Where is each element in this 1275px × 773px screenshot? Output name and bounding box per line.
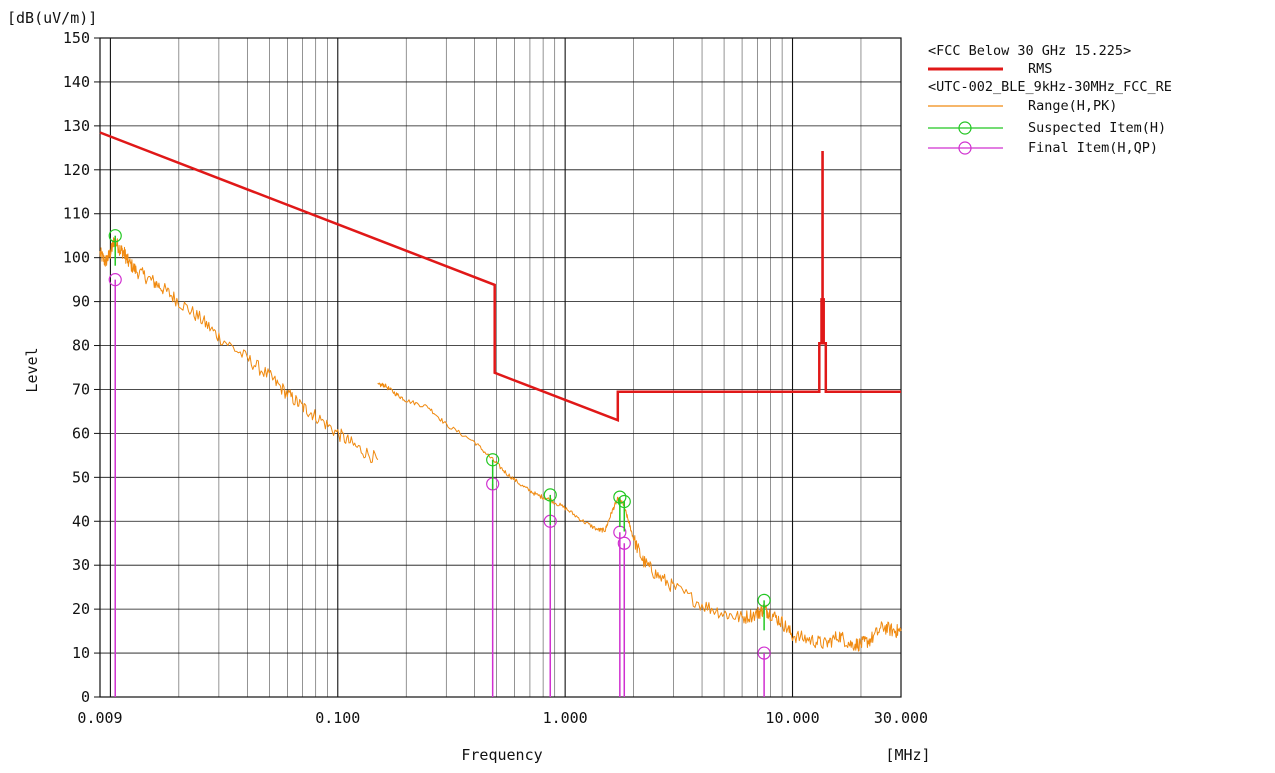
suspected-item-marker: [613, 490, 627, 504]
suspected-item-marker: [757, 593, 771, 607]
y-tick-label: 0: [81, 688, 90, 706]
x-tick-label: 10.000: [765, 709, 819, 727]
y-tick-label: 100: [63, 249, 90, 267]
legend-suspected-marker: [958, 121, 972, 135]
y-tick-label: 80: [72, 337, 90, 355]
y-tick-label: 30: [72, 556, 90, 574]
legend-range-label: Range(H,PK): [1028, 98, 1117, 114]
suspected-item-marker: [486, 453, 500, 467]
y-tick-label: 150: [63, 29, 90, 47]
y-tick-label: 20: [72, 600, 90, 618]
suspected-item-marker: [543, 488, 557, 502]
x-tick-label: 1.000: [543, 709, 588, 727]
y-tick-label: 90: [72, 293, 90, 311]
y-tick-label: 40: [72, 512, 90, 530]
x-axis-label: Frequency: [461, 746, 542, 764]
range-trace: [99, 237, 379, 464]
final-item-marker: [757, 646, 771, 660]
chart-legend: <FCC Below 30 GHz 15.225> RMS <UTC-002_B…: [928, 43, 1172, 156]
y-tick-label: 130: [63, 117, 90, 135]
legend-group1-title: <FCC Below 30 GHz 15.225>: [928, 43, 1131, 59]
x-tick-label: 0.009: [77, 709, 122, 727]
final-item-marker: [617, 536, 631, 550]
y-tick-label: 60: [72, 424, 90, 442]
legend-group2-title: <UTC-002_BLE_9kHz-30MHz_FCC_RE: [928, 79, 1172, 95]
y-tick-label: 10: [72, 644, 90, 662]
axis-ticks: 0 10 20 30 40 50 60 70 80 90 100 110 120 130 140 150 0.0…: [63, 29, 928, 727]
legend-final-label: Final Item(H,QP): [1028, 140, 1158, 156]
y-unit-label: [dB(uV/m)]: [7, 9, 97, 27]
y-tick-label: 120: [63, 161, 90, 179]
y-tick-label: 50: [72, 468, 90, 486]
y-tick-label: 70: [72, 380, 90, 398]
suspected-item-marker: [108, 229, 122, 243]
x-tick-label: 0.100: [315, 709, 360, 727]
x-tick-label: 30.000: [874, 709, 928, 727]
plot-frame: [99, 37, 902, 698]
legend-suspected-label: Suspected Item(H): [1028, 120, 1166, 136]
x-unit-label: [MHz]: [885, 746, 930, 764]
y-tick-label: 110: [63, 205, 90, 223]
final-item-marker: [108, 273, 122, 287]
range-trace: [377, 382, 902, 652]
limit-line-rms: [99, 131, 901, 423]
y-axis-label: Level: [23, 347, 41, 392]
suspected-item-marker: [617, 494, 631, 509]
legend-rms-label: RMS: [1028, 61, 1052, 77]
legend-final-marker: [958, 141, 972, 155]
plot-series: [99, 131, 902, 697]
y-tick-label: 140: [63, 73, 90, 91]
plot-grid: [99, 37, 902, 698]
